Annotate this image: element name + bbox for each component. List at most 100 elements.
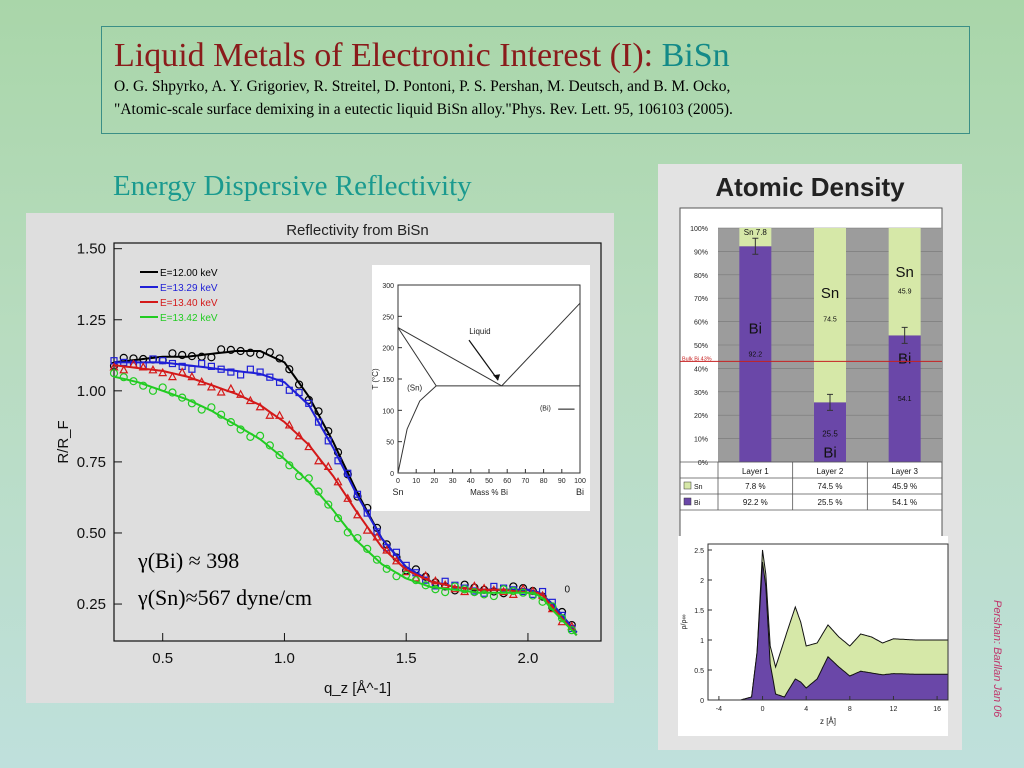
inset-y-tick-label: 250 [382, 314, 394, 321]
y-axis-label: R/R_F [55, 420, 72, 463]
data-point [373, 528, 381, 536]
data-point [489, 591, 498, 601]
data-point [265, 348, 274, 357]
bar-bi-2 [814, 402, 846, 462]
title-main: Liquid Metals of Electronic Interest (I)… [114, 37, 662, 74]
inset-y-tick-label: 100 [382, 408, 394, 415]
bar-text-bi-3: Bi [898, 351, 911, 368]
slide-title: Liquid Metals of Electronic Interest (I)… [114, 37, 957, 75]
data-point [362, 525, 372, 534]
bar-bi-1 [739, 246, 772, 462]
bar-sn-1 [739, 228, 772, 247]
profile-x-label: z [Å] [820, 717, 836, 726]
y-tick-label: 0.75 [77, 454, 106, 471]
title-accent: BiSn [661, 37, 730, 74]
data-point [187, 399, 197, 408]
error-bar [901, 326, 908, 344]
data-point [149, 355, 157, 363]
data-point [187, 371, 197, 381]
profile-area-bi [708, 561, 949, 701]
data-point [460, 585, 469, 594]
bar-text-sn-3: Sn [895, 264, 913, 281]
data-point [382, 564, 391, 573]
data-point [294, 472, 304, 481]
inset-x-tick-label: 80 [540, 478, 548, 485]
data-point [314, 407, 323, 416]
profile-x-tick-label: -4 [716, 706, 722, 713]
data-point [256, 368, 264, 376]
data-point [372, 532, 382, 541]
data-point [363, 509, 371, 517]
inset-bi-label: Bi [576, 487, 584, 497]
data-point [246, 348, 255, 357]
data-point [128, 359, 138, 368]
bar-value-sn-2: 74.5 [823, 317, 837, 324]
inset-x-tick-label: 60 [503, 478, 511, 485]
inset-x-tick-label: 70 [522, 478, 530, 485]
data-point [499, 585, 508, 594]
data-point [168, 388, 177, 397]
atomic-y-tick-label: 70% [694, 296, 708, 303]
plot-frame [113, 242, 602, 642]
reflectivity-chart: Reflectivity from BiSn0.250.500.751.001.… [55, 222, 602, 697]
series-line-3 [113, 375, 578, 636]
data-point [226, 345, 235, 354]
bar-value-bi-2: 25.5 [822, 429, 838, 438]
gamma-sn: γ(Sn)≈567 dyne/cm [138, 585, 312, 610]
annotation-bi: (Bi) [540, 405, 551, 412]
reflectivity-panel: Reflectivity from BiSn 0.25 0.50 0.75 1.00 1.… [26, 213, 614, 703]
data-point [294, 430, 304, 440]
data-point [314, 418, 323, 426]
data-point [168, 359, 177, 368]
data-point [343, 528, 352, 537]
x-tick-label: 0.5 [152, 650, 173, 667]
x-tick-label: 2.0 [518, 650, 539, 667]
legend-swatch-bi [683, 497, 692, 506]
data-point [227, 368, 235, 376]
atomic-y-tick-label: 0% [698, 460, 708, 467]
data-point [548, 602, 557, 611]
data-point [402, 570, 411, 580]
data-point [285, 365, 294, 374]
data-point [284, 420, 294, 429]
data-point [226, 383, 236, 393]
data-point [148, 386, 158, 395]
error-bar [827, 393, 833, 411]
annotation-sn: (Sn) [407, 383, 422, 392]
profile-x-tick-label: 8 [848, 706, 852, 713]
atomic-y-tick-label: 20% [694, 413, 708, 420]
data-point [295, 388, 303, 397]
data-point [206, 382, 216, 391]
data-point [159, 357, 167, 365]
data-point [314, 455, 324, 465]
profile-frame [707, 543, 949, 701]
legend-label: E=13.40 keV [160, 298, 218, 309]
profile-y-tick-label: 0.5 [694, 668, 704, 675]
inset-x-label: Mass % Bi [470, 488, 508, 497]
data-point [178, 350, 187, 360]
data-point [324, 500, 333, 509]
inset-x-tick-label: 40 [467, 478, 475, 485]
data-point [528, 591, 537, 600]
category-label: Layer 2 [817, 467, 844, 476]
inset-x-tick-label: 90 [558, 478, 566, 485]
profile-y-tick-label: 1 [700, 638, 704, 645]
data-point [158, 367, 168, 377]
data-point [148, 365, 158, 374]
data-point [489, 587, 498, 596]
data-point [188, 365, 196, 373]
data-point [237, 371, 245, 379]
inset-y-tick-label: 0 [390, 471, 394, 478]
profile-y-tick-label: 2.5 [694, 548, 704, 555]
y-tick-label: 0.25 [77, 596, 106, 613]
bar-bi-3 [888, 335, 921, 462]
legend-label-bi: Bi [694, 500, 701, 507]
data-point [567, 626, 576, 635]
data-point [217, 365, 225, 373]
data-point [207, 403, 216, 412]
data-point [217, 345, 226, 354]
atomic-y-tick-label: 30% [694, 390, 708, 397]
data-point [450, 582, 459, 591]
error-bar [752, 237, 759, 255]
bar-text-sn-1: Sn 7.8 [744, 228, 768, 237]
